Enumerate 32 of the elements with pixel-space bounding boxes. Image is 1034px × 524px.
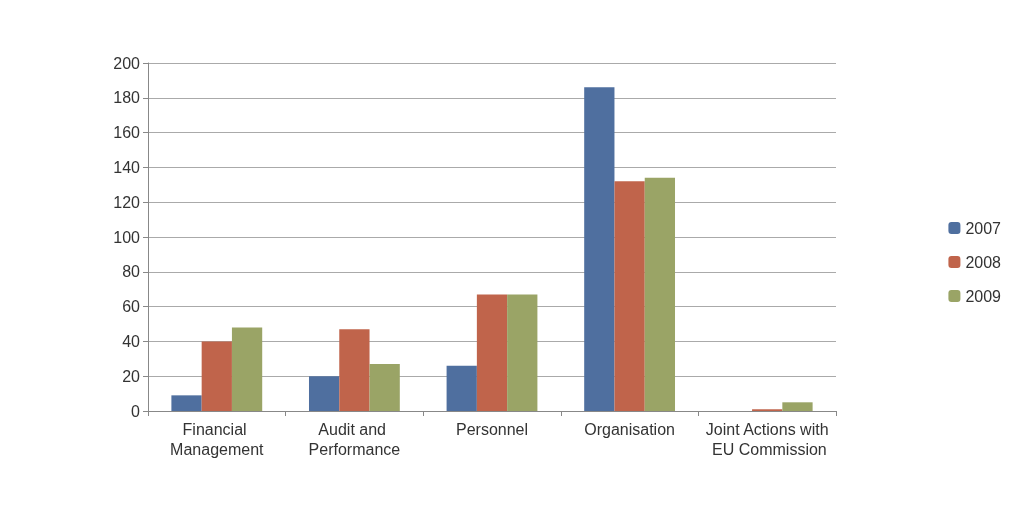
bar <box>584 87 615 411</box>
bar <box>339 329 370 411</box>
x-tick-label: Audit and Performance <box>308 420 401 458</box>
y-tick-label: 100 <box>113 228 141 246</box>
y-tick-label: 120 <box>113 193 141 211</box>
legend-label: 2009 <box>965 287 1002 305</box>
bar <box>171 395 202 411</box>
bar <box>476 294 508 411</box>
bar <box>782 402 813 411</box>
y-tick-label: 140 <box>113 158 141 176</box>
x-tick-label: Joint Actions with EU Commission <box>705 420 829 458</box>
y-tick-label: 60 <box>122 298 141 316</box>
bar <box>507 294 538 411</box>
y-tick-label: 0 <box>131 402 141 420</box>
bar <box>308 376 340 411</box>
y-tick-label: 80 <box>122 263 141 281</box>
bar <box>446 365 477 411</box>
y-tick-label: 180 <box>113 89 141 107</box>
x-tick-label: Organisation <box>584 420 675 438</box>
bar <box>231 327 263 411</box>
bar <box>369 364 400 411</box>
y-tick-label: 200 <box>113 54 141 72</box>
y-tick-label: 20 <box>122 367 141 385</box>
y-tick-label: 160 <box>113 124 141 142</box>
bar <box>644 177 676 411</box>
bar <box>614 181 645 411</box>
legend-label: 2008 <box>965 253 1002 271</box>
x-tick-label: Financial Management <box>170 420 265 458</box>
y-tick-label: 40 <box>122 332 141 350</box>
x-tick-label: Personnel <box>455 420 529 438</box>
legend-label: 2007 <box>965 219 1002 237</box>
bar <box>201 341 232 411</box>
